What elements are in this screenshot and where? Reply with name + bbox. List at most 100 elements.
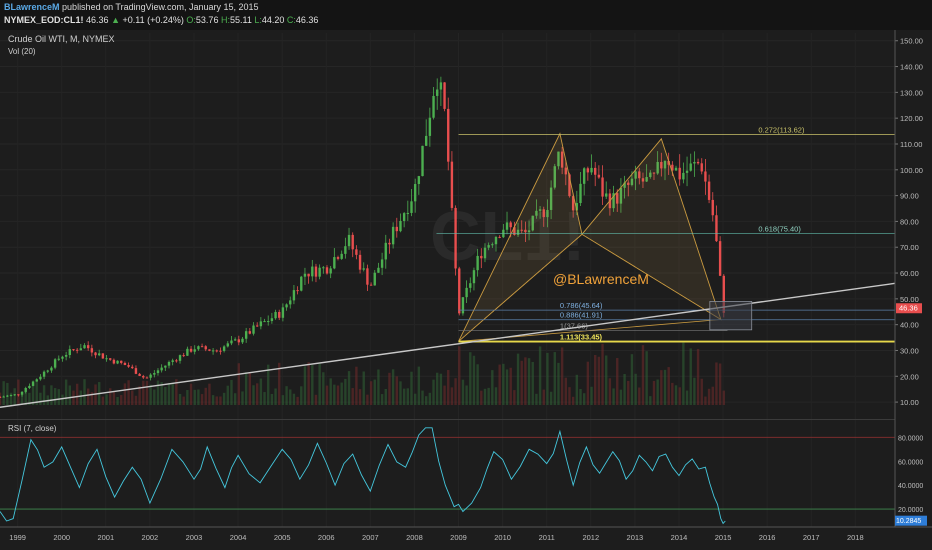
price-tick-label: 140.00 — [900, 63, 923, 72]
volume-bar — [707, 388, 711, 405]
price-tick-label: 80.00 — [900, 217, 919, 226]
volume-bar — [270, 393, 274, 405]
volume-bar — [568, 387, 571, 405]
candle-body — [204, 346, 207, 350]
publish-text: published on TradingView.com, January 15… — [62, 2, 259, 12]
volume-bar — [351, 388, 354, 405]
candle-body — [689, 163, 692, 171]
volume-bar — [491, 370, 494, 405]
time-tick-label: 1999 — [9, 533, 26, 542]
volume-bar — [395, 376, 398, 405]
price-tick-label: 20.00 — [900, 372, 919, 381]
candle-body — [64, 355, 68, 357]
volume-bar — [314, 394, 318, 405]
volume-bar — [156, 380, 160, 405]
candle-body — [178, 355, 182, 361]
candle-body — [311, 266, 314, 277]
chart-canvas[interactable]: CL1! 0.272(113.62)0.618(75.40)0.786(45.6… — [0, 30, 932, 550]
volume-bar — [597, 356, 601, 405]
volume-bar — [35, 380, 38, 405]
rsi-label: RSI (7, close) — [8, 424, 57, 433]
candle-body — [458, 268, 461, 314]
candle-body — [79, 348, 83, 351]
volume-bar — [219, 396, 222, 405]
volume-bar — [204, 387, 207, 405]
volume-bar — [83, 379, 86, 405]
volume-bar — [208, 383, 211, 405]
volume-bar — [263, 392, 266, 405]
high-value: 55.11 — [229, 15, 252, 25]
volume-bar — [538, 346, 542, 405]
volume-bar — [502, 363, 505, 405]
candle-body — [46, 370, 49, 372]
rsi-tick-label: 60.0000 — [898, 459, 923, 466]
candle-body — [94, 352, 97, 356]
volume-bar — [652, 380, 656, 405]
volume-bar — [39, 392, 42, 405]
volume-bar — [20, 393, 24, 405]
volume-bar — [307, 362, 310, 405]
candle-body — [83, 345, 86, 349]
candle-body — [90, 348, 94, 353]
author-link[interactable]: BLawrenceM — [4, 2, 60, 12]
candle-body — [498, 236, 501, 238]
rsi-axis[interactable]: 80.0000 60.0000 40.0000 20.0000 — [898, 435, 923, 514]
volume-bar — [138, 386, 141, 405]
volume-bar — [28, 392, 31, 405]
volume-bar — [68, 385, 72, 405]
volume-bar — [369, 381, 373, 405]
volume-bar — [300, 386, 303, 405]
volume-bar — [127, 380, 130, 405]
candle-body — [630, 178, 634, 185]
volume-bar — [0, 392, 2, 405]
volume-bar — [616, 358, 619, 405]
candle-body — [469, 283, 472, 288]
candle-body — [270, 318, 274, 322]
volume-bars — [0, 342, 725, 405]
candle-body — [656, 161, 659, 174]
candle-body — [652, 172, 656, 174]
volume-bar — [516, 353, 520, 405]
symbol-name[interactable]: NYMEX_EOD:CL1! — [4, 15, 84, 25]
volume-bar — [553, 352, 556, 405]
volume-bar — [193, 389, 196, 405]
volume-bar — [380, 394, 384, 405]
candle-body — [634, 171, 637, 179]
time-axis[interactable]: 1999 2000 2001 2002 2003 2004 2005 2006 2007 2008… — [0, 526, 932, 542]
candle-body — [406, 212, 410, 214]
candle-body — [560, 151, 564, 168]
candle-body — [134, 368, 138, 374]
publish-line: BLawrenceM published on TradingView.com,… — [4, 2, 259, 12]
close-value: 46.36 — [295, 15, 319, 25]
candle-body — [571, 196, 575, 211]
time-tick-label: 2013 — [627, 533, 644, 542]
volume-bar — [42, 385, 46, 405]
candle-body — [164, 365, 167, 368]
candle-body — [700, 163, 703, 172]
volume-bar — [322, 372, 325, 405]
volume-bar — [535, 393, 538, 405]
price-axis[interactable]: 150.00 140.00 130.00 120.00 110.00 100.00 90.0… — [894, 30, 932, 527]
candle-body — [292, 290, 296, 301]
candle-body — [476, 255, 479, 271]
volume-bar — [557, 362, 560, 405]
candle-body — [336, 257, 340, 259]
svg-text:46.36: 46.36 — [899, 304, 918, 313]
candle-body — [13, 394, 16, 396]
volume-bar — [564, 377, 567, 405]
time-tick-label: 2005 — [274, 533, 291, 542]
candle-body — [75, 349, 79, 351]
volume-bar — [329, 378, 332, 405]
candle-body — [42, 371, 46, 377]
price-tick-label: 90.00 — [900, 192, 919, 201]
time-tick-label: 2010 — [494, 533, 511, 542]
target-zone-box[interactable] — [709, 301, 753, 331]
candle-body — [480, 255, 483, 259]
candle-body — [527, 230, 531, 233]
volume-bar — [590, 386, 593, 405]
candle-body — [531, 215, 534, 231]
candle-body — [417, 176, 421, 185]
volume-bar — [476, 364, 479, 405]
candle-body — [255, 325, 259, 327]
